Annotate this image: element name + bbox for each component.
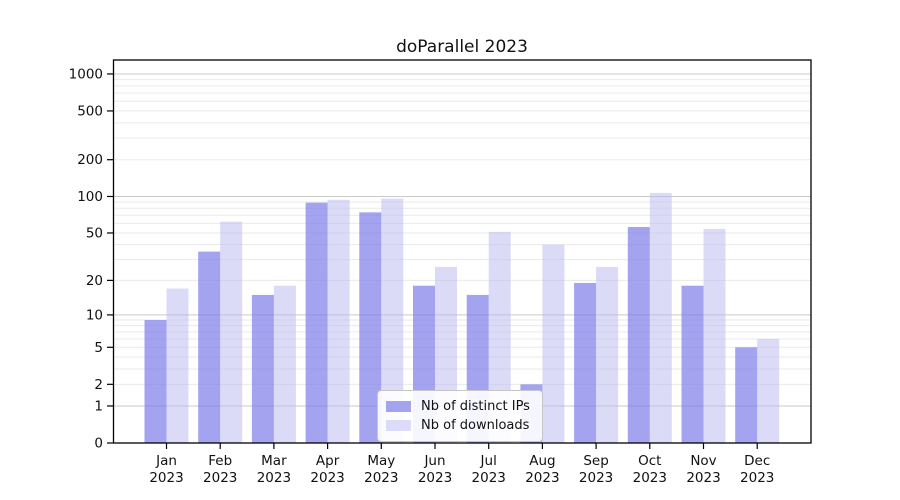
x-tick-label-month: Jan: [155, 453, 177, 469]
bar-distinct-ips-dec: [735, 347, 758, 443]
legend-label-downloads: Nb of downloads: [421, 417, 530, 433]
x-tick-label-month: Jun: [423, 453, 445, 469]
x-tick-label-year: 2023: [525, 470, 559, 486]
y-tick-label: 0: [94, 436, 103, 452]
legend: Nb of distinct IPs Nb of downloads: [377, 390, 543, 442]
bar-downloads-may: [381, 198, 404, 443]
y-tick-label: 10: [86, 307, 103, 323]
x-tick-label-month: Feb: [208, 453, 232, 469]
bar-distinct-ips-jan: [144, 320, 167, 443]
x-tick-label-year: 2023: [686, 470, 720, 486]
legend-swatch-distinct-ips-icon: [386, 400, 411, 412]
y-tick-label: 2: [94, 377, 103, 393]
x-tick-label-month: Dec: [744, 453, 770, 469]
x-tick-label-year: 2023: [633, 470, 667, 486]
bar-distinct-ips-mar: [251, 294, 274, 443]
bar-downloads-aug: [542, 244, 565, 443]
y-tick-label: 100: [77, 189, 103, 205]
bar-downloads-oct: [649, 192, 672, 443]
y-tick-label: 1: [94, 398, 103, 414]
y-tick-label: 200: [77, 152, 103, 168]
y-tick-label: 20: [86, 273, 103, 289]
x-tick-label-year: 2023: [257, 470, 291, 486]
bar-distinct-ips-oct: [627, 227, 650, 443]
x-tick-label-month: Aug: [529, 453, 555, 469]
bar-distinct-ips-feb: [198, 251, 221, 443]
bar-downloads-feb: [220, 221, 243, 443]
bar-downloads-apr: [327, 199, 350, 443]
x-tick-label-month: Apr: [316, 453, 340, 469]
legend-label-distinct-ips: Nb of distinct IPs: [421, 398, 530, 414]
bar-downloads-dec: [757, 339, 780, 443]
x-tick-label-month: Jul: [480, 453, 497, 469]
y-tick-label: 50: [86, 225, 103, 241]
x-tick-label-year: 2023: [310, 470, 344, 486]
plot-frame: [112, 59, 812, 444]
bar-distinct-ips-sep: [574, 282, 597, 443]
x-tick-label-month: Mar: [261, 453, 287, 469]
y-tick-label: 500: [77, 103, 103, 119]
x-tick-label-year: 2023: [418, 470, 452, 486]
y-tick-label: 5: [94, 340, 103, 356]
x-tick-label-month: Oct: [638, 453, 661, 469]
y-tick-label: 1000: [69, 66, 103, 82]
bar-distinct-ips-apr: [305, 202, 328, 443]
bar-downloads-nov: [703, 228, 726, 443]
bar-downloads-sep: [596, 266, 619, 443]
x-tick-label-year: 2023: [203, 470, 237, 486]
x-tick-label-year: 2023: [364, 470, 398, 486]
legend-swatch-downloads-icon: [386, 419, 411, 431]
x-tick-label-year: 2023: [149, 470, 183, 486]
x-tick-label-year: 2023: [740, 470, 774, 486]
legend-item-downloads: Nb of downloads: [386, 416, 534, 434]
legend-item-distinct-ips: Nb of distinct IPs: [386, 397, 534, 415]
x-tick-label-year: 2023: [579, 470, 613, 486]
chart-title: doParallel 2023: [396, 37, 528, 57]
bar-downloads-mar: [273, 285, 296, 443]
bar-distinct-ips-nov: [681, 285, 704, 443]
bar-distinct-ips-may: [359, 212, 382, 443]
x-tick-label-year: 2023: [472, 470, 506, 486]
bar-downloads-jan: [166, 288, 189, 443]
x-tick-label-month: Sep: [583, 453, 608, 469]
x-tick-label-month: May: [367, 453, 395, 469]
x-tick-label-month: Nov: [690, 453, 716, 469]
